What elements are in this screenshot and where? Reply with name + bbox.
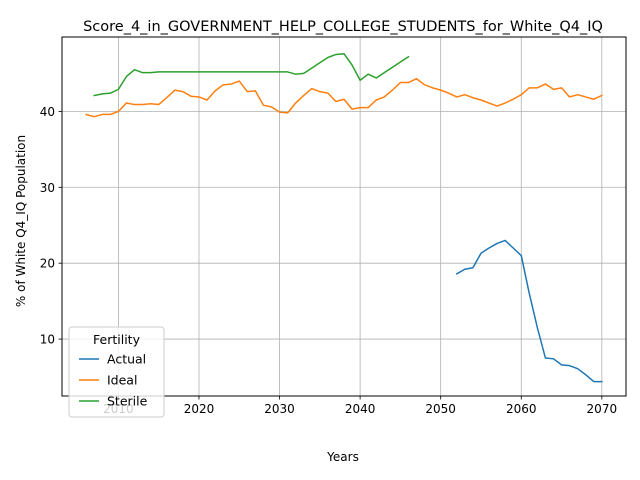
series-line-actual <box>455 239 603 383</box>
legend-title: Fertility <box>93 332 141 347</box>
x-tick-label: 2060 <box>506 402 537 416</box>
y-axis-title: % of White Q4_IQ Population <box>14 135 28 307</box>
y-tick-label: 30 <box>40 181 55 195</box>
chart-title: Score_4_in_GOVERNMENT_HELP_COLLEGE_STUDE… <box>83 19 603 35</box>
x-tick-label: 2050 <box>425 402 456 416</box>
x-tick-label: 2070 <box>587 402 618 416</box>
series-lines <box>85 52 603 383</box>
legend-label: Actual <box>107 352 146 367</box>
series-line-sterile <box>93 52 410 97</box>
series-line-ideal <box>85 77 603 118</box>
y-tick-label: 40 <box>40 105 55 119</box>
y-tick-label: 10 <box>40 333 55 347</box>
legend-box <box>68 326 165 418</box>
y-tick-label: 20 <box>40 257 55 271</box>
plot-frame <box>61 36 627 397</box>
x-tick-label: 2030 <box>264 402 295 416</box>
legend: Fertility Actual Ideal Sterile <box>68 326 165 418</box>
x-axis: 2010202020302040205020602070 <box>103 396 617 416</box>
y-axis: 10 20 30 40 <box>40 105 62 347</box>
x-tick-label: 2020 <box>184 402 215 416</box>
legend-label: Sterile <box>107 394 148 409</box>
legend-label: Ideal <box>107 373 137 388</box>
x-tick-label: 2040 <box>345 402 376 416</box>
x-axis-title: Years <box>326 450 359 464</box>
